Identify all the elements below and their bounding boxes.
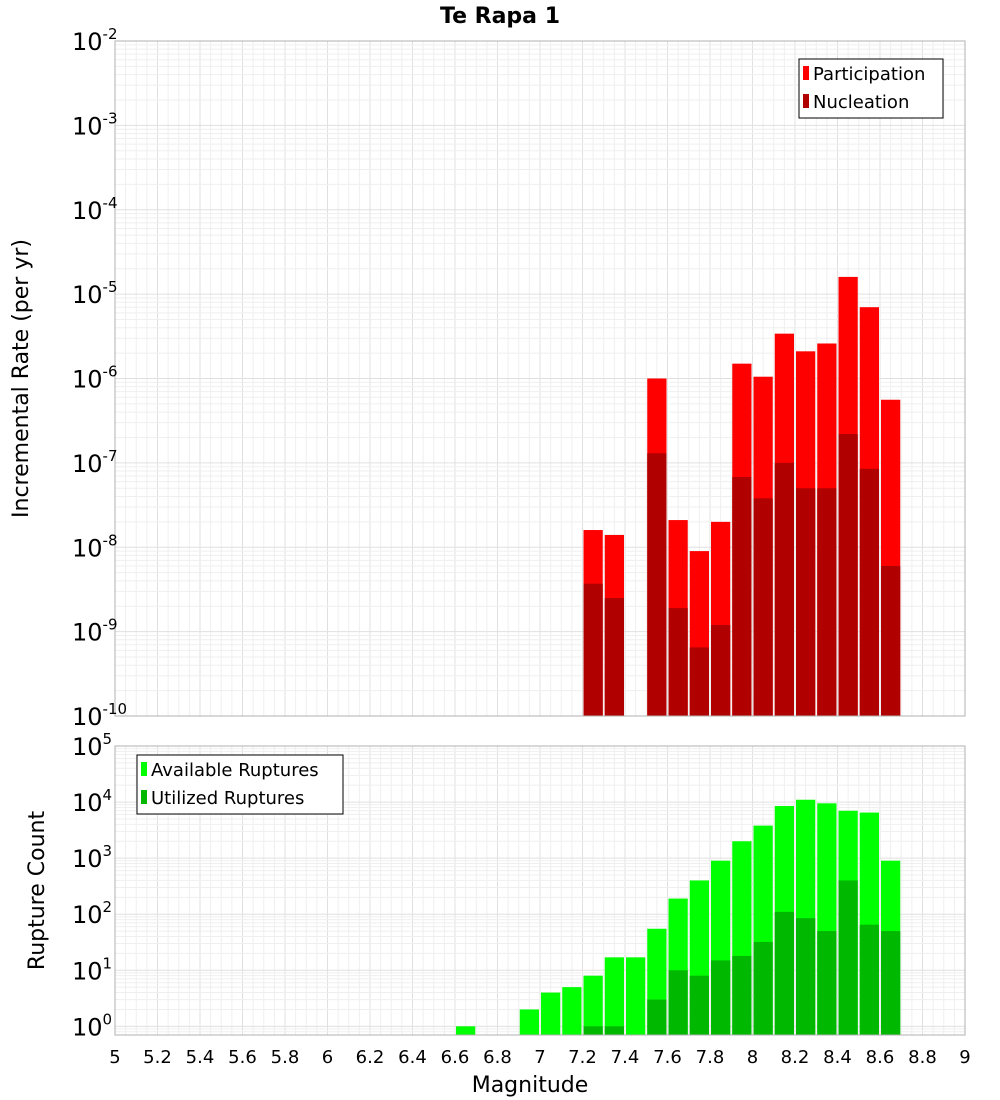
y-tick-label: 10-10 bbox=[72, 700, 127, 731]
bar bbox=[859, 468, 879, 716]
y-tick-label: 10-9 bbox=[72, 616, 118, 647]
panel-2: 100 101 102 103 104 105 Rupture Count Available… bbox=[25, 730, 971, 1098]
legend-entry: Available Ruptures bbox=[151, 760, 319, 781]
legend-swatch bbox=[141, 762, 147, 776]
x-tick-label: 5.8 bbox=[271, 1047, 300, 1068]
legend: Available Ruptures Utilized Ruptures bbox=[136, 754, 344, 815]
y-tick-label: 100 bbox=[72, 1010, 112, 1041]
bar bbox=[689, 647, 709, 716]
bar bbox=[647, 999, 667, 1035]
x-tick-label: 6.4 bbox=[398, 1047, 427, 1068]
bar bbox=[817, 488, 837, 716]
x-tick-label: 8 bbox=[747, 1047, 758, 1068]
x-tick-label: 6.2 bbox=[356, 1047, 385, 1068]
bar bbox=[541, 992, 561, 1035]
legend-entry: Participation bbox=[813, 64, 925, 85]
panel-1: 10-10 10-9 10-8 10-7 10-6 10-5 10-4 10-3 10-2 Inc… bbox=[9, 25, 966, 731]
y-axis-label: Rupture Count bbox=[25, 811, 50, 971]
y-tick-label: 104 bbox=[72, 786, 112, 817]
series-utilized-ruptures bbox=[583, 880, 901, 1035]
plot-frame bbox=[114, 40, 966, 717]
bar bbox=[881, 931, 901, 1035]
bar bbox=[668, 608, 688, 716]
y-tick-label: 103 bbox=[72, 842, 112, 873]
legend-box bbox=[798, 58, 944, 119]
bar bbox=[562, 987, 582, 1035]
bar bbox=[774, 462, 794, 716]
x-tick-label: 5.4 bbox=[186, 1047, 215, 1068]
bar bbox=[711, 624, 731, 716]
bar bbox=[732, 955, 752, 1035]
bar bbox=[604, 598, 624, 716]
y-tick-label: 10-5 bbox=[72, 278, 118, 309]
bar bbox=[732, 477, 752, 716]
bar bbox=[604, 957, 624, 1035]
x-tick-label: 6 bbox=[322, 1047, 333, 1068]
legend-swatch bbox=[141, 790, 147, 804]
legend-swatch bbox=[803, 94, 809, 108]
x-tick-label: 7.2 bbox=[568, 1047, 597, 1068]
bar bbox=[838, 433, 858, 716]
bar bbox=[583, 975, 603, 1035]
bar bbox=[753, 941, 773, 1035]
bar bbox=[583, 583, 603, 716]
y-tick-label: 10-3 bbox=[72, 109, 118, 140]
bar bbox=[519, 1009, 539, 1035]
legend-swatch bbox=[803, 66, 809, 80]
plot-frame bbox=[114, 745, 966, 1036]
x-tick-label: 5.6 bbox=[228, 1047, 257, 1068]
x-tick-label: 5 bbox=[109, 1047, 120, 1068]
y-tick-label: 10-7 bbox=[72, 447, 118, 478]
y-tick-label: 101 bbox=[72, 954, 112, 985]
bar bbox=[711, 960, 731, 1035]
y-tick-label: 10-4 bbox=[72, 194, 118, 225]
x-tick-label: 6.8 bbox=[483, 1047, 512, 1068]
legend-entry: Utilized Ruptures bbox=[151, 788, 304, 809]
bar bbox=[881, 565, 901, 716]
x-tick-label: 7.8 bbox=[696, 1047, 725, 1068]
y-tick-label: 10-8 bbox=[72, 531, 118, 562]
x-axis-label: Magnitude bbox=[472, 1073, 589, 1098]
bar bbox=[456, 1026, 476, 1035]
bar bbox=[774, 911, 794, 1035]
x-tick-label: 6.6 bbox=[441, 1047, 470, 1068]
y-tick-label: 10-6 bbox=[72, 363, 118, 394]
x-tick-label: 9 bbox=[959, 1047, 970, 1068]
y-tick-label: 105 bbox=[72, 730, 112, 761]
bar bbox=[838, 880, 858, 1035]
x-tick-label: 7 bbox=[534, 1047, 545, 1068]
bar bbox=[753, 498, 773, 716]
x-tick-label: 5.2 bbox=[143, 1047, 172, 1068]
bar bbox=[604, 1026, 624, 1035]
bar bbox=[796, 488, 816, 716]
bar bbox=[583, 1026, 603, 1035]
x-tick-label: 8.6 bbox=[866, 1047, 895, 1068]
legend: Participation Nucleation bbox=[798, 58, 944, 119]
x-tick-label: 8.2 bbox=[781, 1047, 810, 1068]
y-tick-label: 102 bbox=[72, 898, 112, 929]
series-nucleation bbox=[583, 433, 901, 716]
x-tick-label: 8.4 bbox=[823, 1047, 852, 1068]
x-tick-label: 7.6 bbox=[653, 1047, 682, 1068]
bar bbox=[796, 918, 816, 1035]
bar bbox=[859, 924, 879, 1035]
y-axis-label: Incremental Rate (per yr) bbox=[9, 239, 34, 518]
legend-entry: Nucleation bbox=[813, 92, 909, 113]
bar bbox=[668, 970, 688, 1035]
y-tick-label: 10-2 bbox=[72, 25, 118, 56]
bar bbox=[647, 453, 667, 716]
legend-box bbox=[136, 754, 344, 815]
bar bbox=[817, 931, 837, 1035]
x-tick-label: 8.8 bbox=[908, 1047, 937, 1068]
chart-title: Te Rapa 1 bbox=[440, 4, 560, 29]
bar bbox=[689, 975, 709, 1035]
x-tick-label: 7.4 bbox=[611, 1047, 640, 1068]
bar bbox=[626, 957, 646, 1035]
